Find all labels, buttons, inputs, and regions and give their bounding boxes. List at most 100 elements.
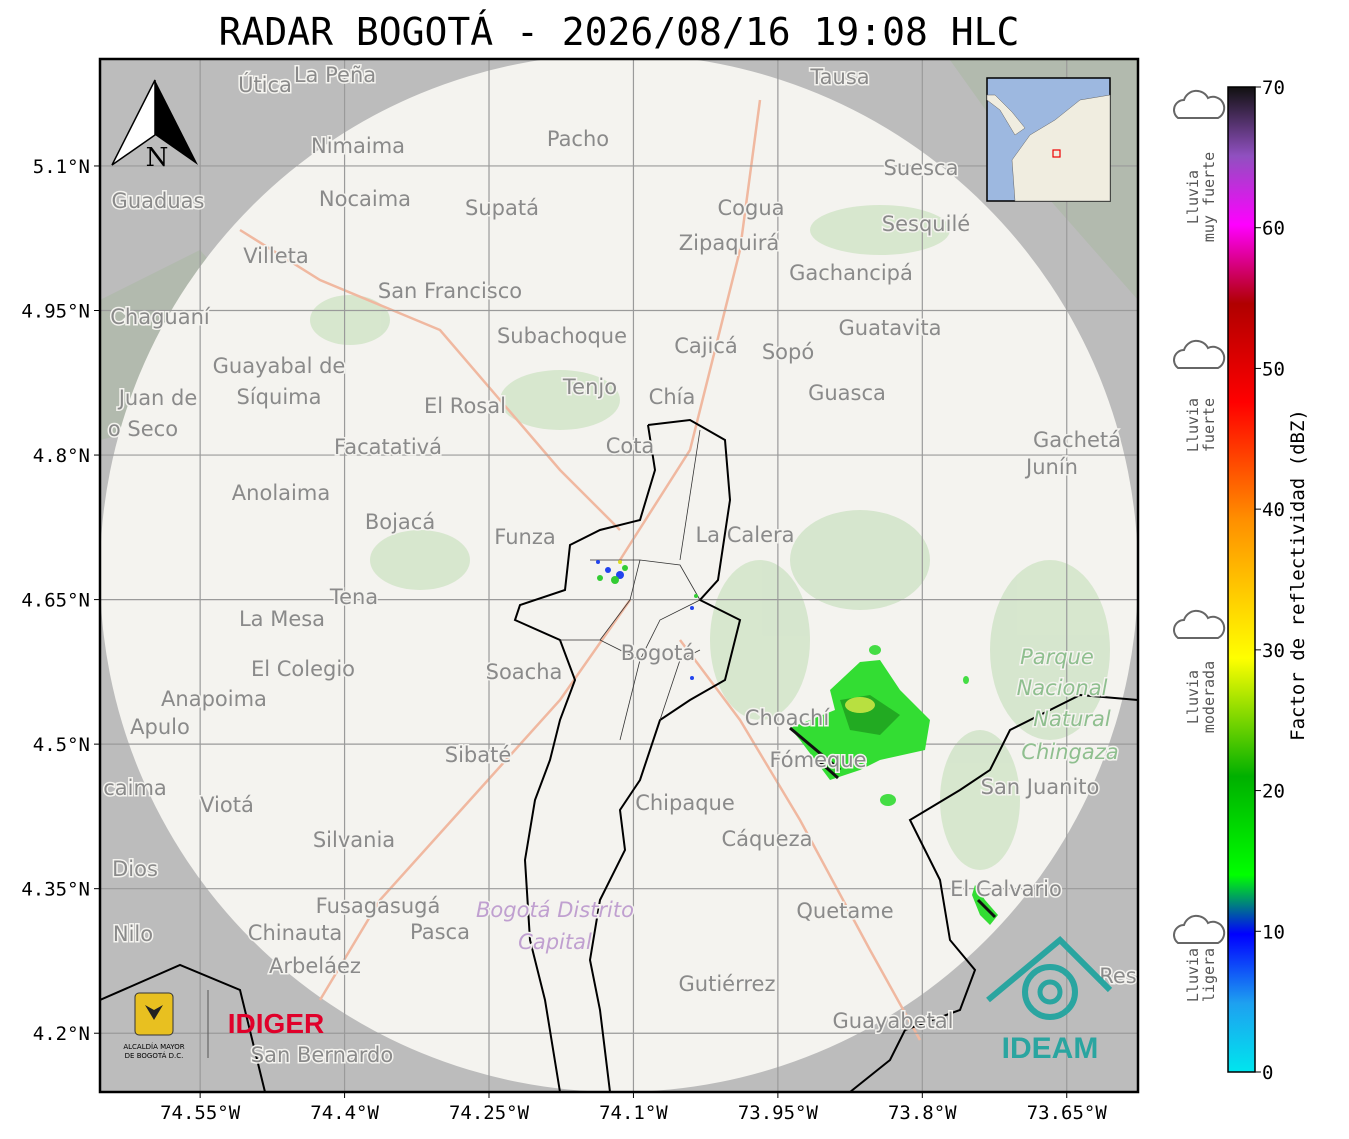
place-label: Guaduas (112, 189, 205, 213)
place-label: Suesca (884, 156, 959, 180)
place-label: Tenjo (562, 375, 617, 399)
place-label: Arbeláez (269, 954, 361, 978)
roads (239, 99, 922, 1041)
colorbar-tick-label: 50 (1262, 358, 1285, 380)
idiger-logo: IDIGER (228, 1008, 324, 1039)
place-label: El Rosal (424, 394, 506, 418)
place-label: Fusagasugá (316, 894, 441, 918)
place-label: Chipaque (635, 791, 735, 815)
place-label: Tena (329, 585, 378, 609)
place-label: Útica (238, 72, 292, 97)
place-label: Zipaquirá (679, 231, 779, 255)
place-label: Nilo (113, 922, 153, 946)
district-label: Capital (518, 930, 592, 954)
place-label: Sopó (762, 340, 814, 364)
place-label: Cáqueza (722, 827, 813, 851)
place-label: Quetame (796, 899, 893, 923)
place-label: Dios (112, 857, 158, 881)
y-tick-label: 4.65°N (21, 590, 90, 612)
place-label: El Colegio (251, 657, 355, 681)
colorbar-ticks: 0 10 20 30 40 50 60 70 (1255, 77, 1285, 1084)
intensity-label: Lluvia (1184, 670, 1202, 724)
place-label: San Francisco (378, 279, 522, 303)
place-label: Cajicá (674, 334, 738, 358)
place-label: Fómeque (769, 748, 866, 772)
place-label: Choachí (745, 706, 831, 730)
y-tick-label: 4.5°N (33, 734, 90, 756)
y-tick-label: 5.1°N (33, 156, 90, 178)
place-label: Anapoima (161, 687, 267, 711)
colorbar-tick-label: 20 (1262, 781, 1285, 803)
place-label: Nimaima (311, 134, 405, 158)
park-label: Nacional (1017, 676, 1108, 700)
colorbar-tick-label: 70 (1262, 77, 1285, 99)
place-label: Silvania (313, 828, 395, 852)
place-label: Junín (1024, 455, 1078, 479)
place-label: Anolaima (232, 481, 330, 505)
place-label: Soacha (486, 660, 563, 684)
place-label: La Calera (695, 523, 794, 547)
x-tick-label: 73.95°W (738, 1102, 819, 1124)
place-label: Bogotá (621, 641, 696, 665)
place-label: Cota (606, 434, 655, 458)
colorbar (1227, 86, 1256, 1073)
rain-icon (1173, 609, 1226, 639)
place-label: San Bernardo (251, 1043, 393, 1067)
place-label: Guayabetal (833, 1009, 954, 1033)
place-label: La Mesa (239, 607, 325, 631)
place-label: La Peña (294, 63, 376, 87)
place-label: San Juanito (981, 775, 1100, 799)
place-label: Gachancipá (789, 261, 913, 285)
north-label: N (146, 143, 169, 173)
alcaldia-text: DE BOGOTÁ D.C. (125, 1051, 184, 1060)
map-frame (98, 57, 1140, 1094)
place-label: Chinauta (248, 921, 342, 945)
x-tick-label: 73.65°W (1027, 1102, 1108, 1124)
x-tick-label: 74.25°W (449, 1102, 530, 1124)
intensity-label: muy fuerte (1200, 152, 1218, 242)
x-tick-label: 73.8°W (888, 1102, 957, 1124)
place-label: Guatavita (839, 316, 942, 340)
park-label: Chingaza (1021, 740, 1118, 764)
place-label: Apulo (130, 715, 190, 739)
intensity-label: fuerte (1200, 398, 1218, 452)
colorbar-tick-label: 10 (1262, 921, 1285, 943)
colorbar-tick-label: 30 (1262, 640, 1285, 662)
inset-map (986, 77, 1111, 202)
park-label: Parque (1020, 645, 1094, 669)
place-label: Gachetá (1033, 428, 1121, 452)
place-label: Guayabal de (213, 354, 346, 378)
place-label: Juan de (117, 386, 198, 410)
localities (560, 429, 701, 741)
district-label: Bogotá Distrito (476, 898, 634, 922)
place-label: Sibaté (445, 743, 512, 767)
place-label: caima (103, 776, 167, 800)
y-tick-label: 4.8°N (33, 445, 90, 467)
place-label: Facatativá (334, 435, 442, 459)
rain-icon (1173, 914, 1226, 944)
x-tick-label: 74.55°W (160, 1102, 241, 1124)
colorbar-tick-label: 60 (1262, 218, 1285, 240)
place-labels: Útica La Peña Tausa Pacho Nimaima Guaduas Noca… (102, 62, 1138, 1069)
place-label: Subachoque (497, 324, 627, 348)
place-label: Nocaima (319, 187, 411, 211)
place-label: Pasca (410, 920, 470, 944)
colorbar-label: Factor de reflectividad (dBZ) (1287, 409, 1309, 741)
place-label: Villeta (243, 244, 308, 268)
axes: 74.55°W 74.4°W 74.25°W 74.1°W 73.95°W 73.8°W 7… (21, 156, 1107, 1124)
alcaldia-text: ALCALDÍA MAYOR (123, 1042, 184, 1051)
place-label: o Seco (108, 417, 178, 441)
logos: ALCALDÍA MAYOR DE BOGOTÁ D.C. IDIGER IDE… (123, 935, 1113, 1065)
y-tick-label: 4.2°N (33, 1023, 90, 1045)
place-label: Funza (494, 525, 555, 549)
x-tick-label: 74.1°W (599, 1102, 668, 1124)
place-label: Síquima (237, 385, 322, 409)
place-label: El Calvario (950, 877, 1062, 901)
y-tick-label: 4.35°N (21, 879, 90, 901)
intensity-label: moderada (1200, 661, 1218, 733)
place-label: Sesquilé (882, 212, 970, 236)
map: Útica La Peña Tausa Pacho Nimaima Guaduas Noca… (100, 59, 1138, 1092)
place-label: Supatá (465, 196, 539, 220)
colorbar-tick-label: 40 (1262, 499, 1285, 521)
